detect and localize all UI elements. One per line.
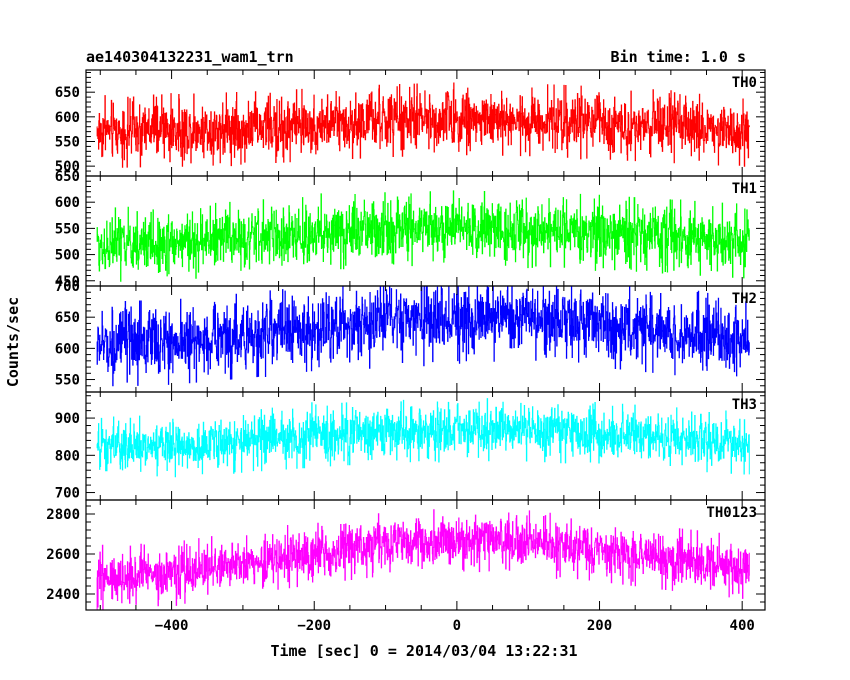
figure-title: ae140304132231_wam1_trn xyxy=(86,48,294,66)
y-tick-label: 550 xyxy=(55,134,80,150)
y-tick-label: 600 xyxy=(55,341,80,357)
series-label-th0123: TH0123 xyxy=(706,505,757,521)
y-tick-label: 700 xyxy=(55,279,80,295)
x-tick-label: −400 xyxy=(155,618,189,634)
series-label-th2: TH2 xyxy=(732,291,757,307)
series-label-th3: TH3 xyxy=(732,397,757,413)
series-line-th1 xyxy=(96,190,750,282)
series-line-th0 xyxy=(96,82,750,168)
y-tick-label: 650 xyxy=(55,85,80,101)
y-tick-label: 600 xyxy=(55,110,80,126)
series-line-th2 xyxy=(96,286,750,387)
panel-th1: 450 500 550 600 650 TH1 xyxy=(55,169,766,290)
panels-group: 500 550 600 650 TH0 450 500 550 600 650 TH1 550 600 6… xyxy=(46,69,766,634)
y-tick-label: 550 xyxy=(55,373,80,389)
panel-th3: 700 800 900 TH3 xyxy=(55,391,766,502)
x-tick-label: 400 xyxy=(730,618,755,634)
series-line-th0123 xyxy=(96,509,750,610)
x-axis-label: Time [sec] 0 = 2014/03/04 13:22:31 xyxy=(270,642,577,660)
panel-th0123: 2400 2600 2800 TH0123 xyxy=(46,499,766,611)
y-tick-label: 700 xyxy=(55,486,80,502)
y-tick-label: 500 xyxy=(55,159,80,175)
x-tick-label: 200 xyxy=(587,618,612,634)
y-tick-label: 900 xyxy=(55,411,80,427)
y-tick-label: 450 xyxy=(55,274,80,290)
y-tick-label: 800 xyxy=(55,448,80,464)
x-tick-label: −200 xyxy=(297,618,331,634)
y-tick-label: 500 xyxy=(55,248,80,264)
series-line-th3 xyxy=(96,398,750,478)
series-label-th1: TH1 xyxy=(732,181,757,197)
y-tick-label: 550 xyxy=(55,221,80,237)
y-tick-label: 2400 xyxy=(46,587,80,603)
x-tick-label: 0 xyxy=(453,618,461,634)
panel-th0: 500 550 600 650 TH0 xyxy=(55,69,766,177)
bin-time-label: Bin time: 1.0 s xyxy=(611,48,746,66)
series-label-th0: TH0 xyxy=(732,75,757,91)
y-tick-label: 2600 xyxy=(46,547,80,563)
y-tick-label: 650 xyxy=(55,310,80,326)
panel-frame xyxy=(85,499,766,611)
y-tick-label: 600 xyxy=(55,195,80,211)
y-tick-label: 650 xyxy=(55,169,80,185)
panel-th2: 550 600 650 700 TH2 xyxy=(55,279,766,393)
y-tick-label: 2800 xyxy=(46,507,80,523)
y-axis-label: Counts/sec xyxy=(4,297,22,387)
